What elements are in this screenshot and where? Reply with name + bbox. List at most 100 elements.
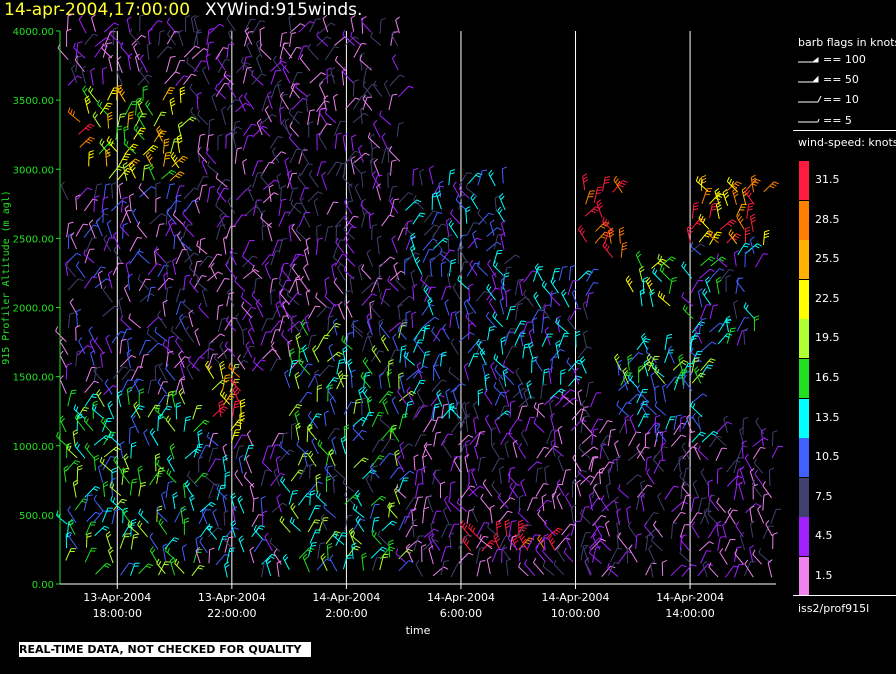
wind-barb (432, 470, 437, 485)
wind-barb-flag (440, 481, 446, 485)
wind-barb-flag (420, 379, 426, 382)
wind-barb-flag (102, 45, 108, 48)
wind-barb-flag (600, 225, 606, 229)
wind-barb (653, 524, 663, 538)
wind-barb (147, 263, 158, 276)
wind-barb (297, 453, 304, 466)
wind-barb (412, 212, 421, 225)
wind-barb-flag (405, 353, 409, 359)
wind-barb-flag (428, 275, 434, 277)
wind-barb-flag (66, 362, 72, 366)
wind-barb-flag (291, 32, 297, 35)
wind-barb-flag (205, 472, 208, 478)
wind-barb-flag (108, 54, 114, 59)
wind-barb (299, 464, 308, 480)
y-axis-label: 915 Profiler Altitude (m agl) (1, 190, 12, 365)
wind-barb-flag (605, 176, 611, 178)
wind-barb-flag (656, 369, 660, 374)
wind-barb (215, 177, 228, 188)
wind-barb (84, 33, 94, 45)
wind-barb-flag (225, 471, 231, 475)
wind-barb-flag (133, 533, 139, 536)
wind-barb-flag (495, 355, 499, 361)
wind-barb-flag (411, 311, 417, 315)
wind-barb-flag (318, 107, 323, 113)
wind-barb-flag (697, 445, 701, 451)
wind-barb-flag (694, 366, 699, 371)
wind-barb (175, 249, 183, 265)
wind-barb (717, 333, 728, 345)
wind-barb-flag (734, 549, 738, 554)
wind-barb-flag (71, 64, 76, 69)
wind-barb-flag (465, 540, 470, 546)
wind-barb (457, 235, 463, 251)
wind-barb-flag (321, 555, 326, 561)
wind-barb (124, 208, 132, 224)
wind-barb (314, 372, 319, 388)
wind-barb (692, 483, 700, 498)
wind-barb-flag (414, 256, 419, 262)
wind-barb (318, 22, 332, 34)
wind-barb (262, 348, 273, 360)
wind-barb (636, 338, 647, 351)
wind-barb-flag (477, 208, 481, 214)
wind-barb-flag (295, 225, 299, 231)
wind-barb (738, 484, 744, 500)
wind-barb-flag (654, 385, 660, 389)
wind-barb (154, 331, 168, 342)
wind-barb-flag (260, 213, 263, 219)
wind-barb (199, 541, 208, 553)
wind-barb-flag (128, 313, 131, 319)
wind-barb-flag (75, 460, 81, 463)
wind-barb-flag (681, 534, 687, 537)
wind-barb (405, 497, 415, 511)
wind-barb-flag (673, 485, 679, 488)
wind-barb-flag (682, 304, 686, 310)
wind-barb-flag (149, 293, 155, 297)
wind-barb-flag (420, 275, 423, 281)
wind-barb-flag (157, 377, 162, 383)
wind-barb (354, 187, 362, 201)
wind-barb-flag (619, 226, 625, 230)
wind-barb-flag (613, 500, 619, 504)
wind-barb-flag (333, 46, 340, 49)
wind-barb (390, 32, 394, 46)
speed-swatch-label: 16.5 (815, 371, 840, 384)
wind-barb (290, 469, 300, 482)
wind-barb-flag (434, 406, 440, 409)
wind-barb (734, 553, 745, 565)
wind-barb-flag (556, 343, 561, 347)
wind-barb (218, 402, 222, 417)
wind-barb-flag (217, 271, 223, 275)
wind-barb (207, 458, 217, 473)
wind-barb-flag (87, 494, 93, 497)
wind-barb-flag (480, 493, 484, 499)
wind-barb (760, 430, 764, 447)
wind-barb-flag (206, 431, 210, 437)
wind-barb-flag (191, 116, 197, 120)
wind-barb-flag (89, 337, 94, 342)
wind-barb-flag (474, 443, 479, 447)
wind-barb (715, 279, 720, 295)
wind-barb-flag (279, 288, 283, 294)
wind-barb (157, 314, 168, 329)
wind-barb (343, 229, 355, 240)
wind-barb-flag (67, 107, 71, 113)
wind-barb (767, 562, 773, 578)
wind-barb-flag (622, 244, 628, 248)
wind-barb (90, 70, 94, 86)
wind-barb (75, 223, 84, 237)
wind-barb-flag (176, 134, 182, 138)
wind-barb-flag (745, 250, 751, 254)
wind-barb-flag (691, 521, 696, 527)
wind-barb-flag (544, 537, 550, 540)
wind-barb (115, 86, 118, 101)
wind-barb (432, 417, 439, 432)
wind-barb-flag (754, 318, 760, 321)
wind-barb (68, 522, 76, 535)
wind-barb-flag (88, 156, 94, 159)
wind-barb (693, 446, 701, 461)
wind-barb (571, 470, 583, 484)
wind-barb-flag (278, 432, 284, 435)
wind-barb-flag (324, 410, 330, 414)
